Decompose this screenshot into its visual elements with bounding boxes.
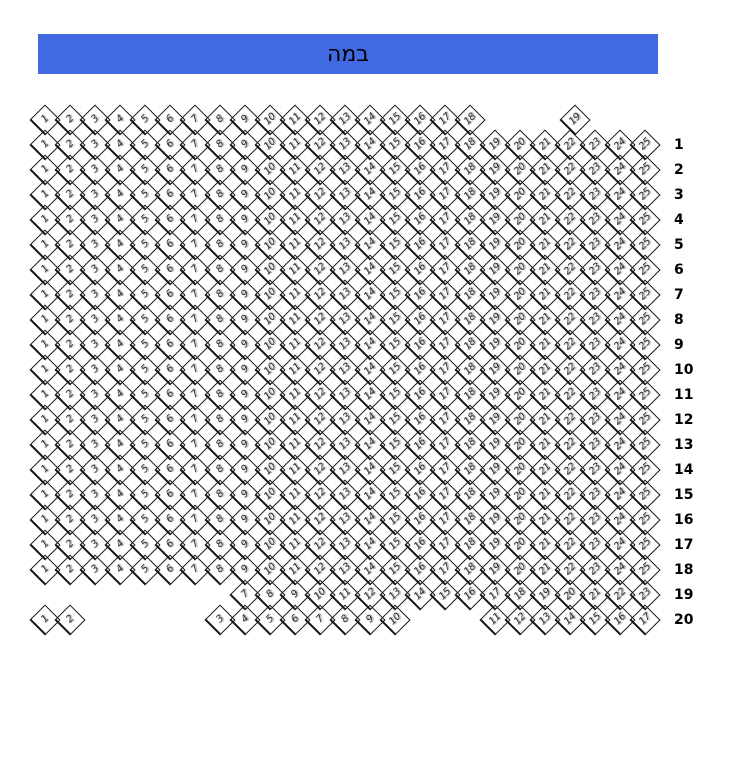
- row-label: 15: [674, 487, 694, 503]
- stage-banner: במה: [38, 34, 658, 74]
- row-label: 17: [674, 537, 694, 553]
- row-label: 16: [674, 512, 694, 528]
- row-label: 20: [674, 612, 694, 628]
- seat-number: 10: [386, 611, 404, 628]
- row-label: 9: [674, 337, 684, 353]
- seat-number: 17: [636, 611, 654, 628]
- row-label: 1: [674, 137, 684, 153]
- row-label: 7: [674, 287, 684, 303]
- row-label: 18: [674, 562, 694, 578]
- row-label: 4: [674, 212, 684, 228]
- seat[interactable]: 10: [379, 604, 411, 636]
- row-label: 5: [674, 237, 684, 253]
- row-label: 10: [674, 362, 694, 378]
- row-label: 12: [674, 412, 694, 428]
- stage-label: במה: [326, 41, 370, 67]
- seat[interactable]: 17: [629, 604, 661, 636]
- row-label: 8: [674, 312, 684, 328]
- row-label: 2: [674, 162, 684, 178]
- seat-number: 19: [566, 111, 584, 128]
- row-label: 11: [674, 387, 694, 403]
- row-label: 6: [674, 262, 684, 278]
- row-label: 3: [674, 187, 684, 203]
- row-label: 19: [674, 587, 694, 603]
- seat-number: 2: [64, 613, 76, 626]
- row-label: 14: [674, 462, 694, 478]
- row-label: 13: [674, 437, 694, 453]
- seat[interactable]: 19: [559, 104, 591, 136]
- seat[interactable]: 2: [54, 604, 86, 636]
